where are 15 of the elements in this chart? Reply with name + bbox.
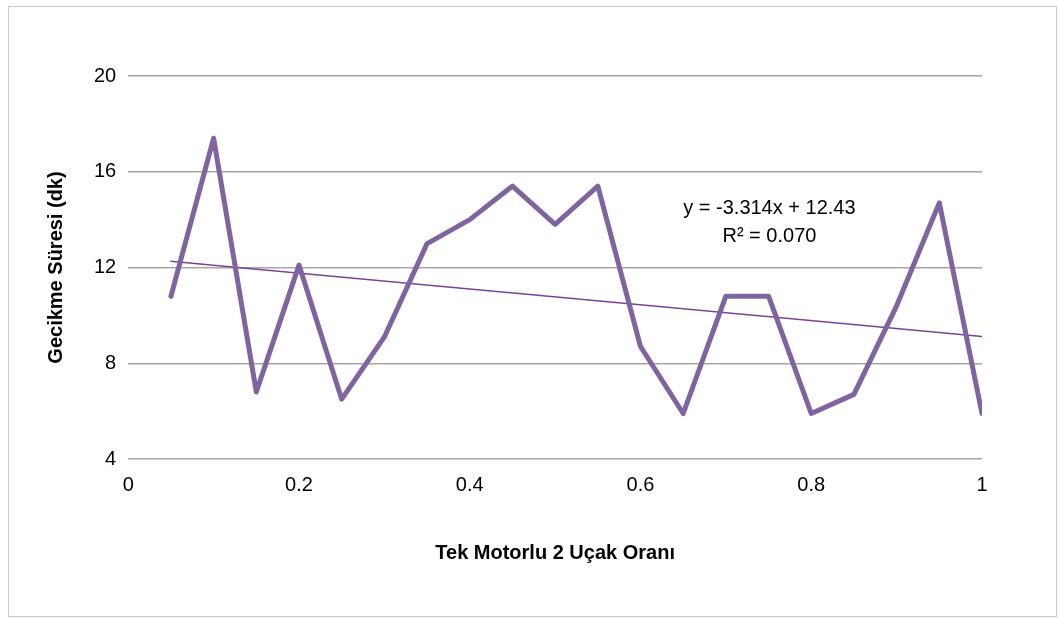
y-tick-label: 20 [94, 63, 117, 86]
x-tick-label: 1 [976, 472, 988, 495]
x-axis-title: Tek Motorlu 2 Uçak Oranı [435, 540, 675, 563]
x-tick-label: 0.8 [797, 472, 826, 495]
y-axis-title: Gecikme Süresi (dk) [43, 171, 66, 364]
x-tick-label: 0.2 [285, 472, 313, 495]
x-tick-label: 0 [122, 472, 134, 495]
y-tick-label: 8 [105, 350, 117, 373]
y-tick-label: 16 [94, 159, 117, 182]
annotation: y = -3.314x + 12.43 [683, 195, 856, 218]
annotation: R² = 0.070 [722, 223, 817, 246]
y-tick-label: 4 [105, 446, 117, 469]
y-tick-label: 12 [94, 255, 117, 278]
x-tick-label: 0.4 [455, 472, 484, 495]
x-tick-label: 0.6 [626, 472, 655, 495]
